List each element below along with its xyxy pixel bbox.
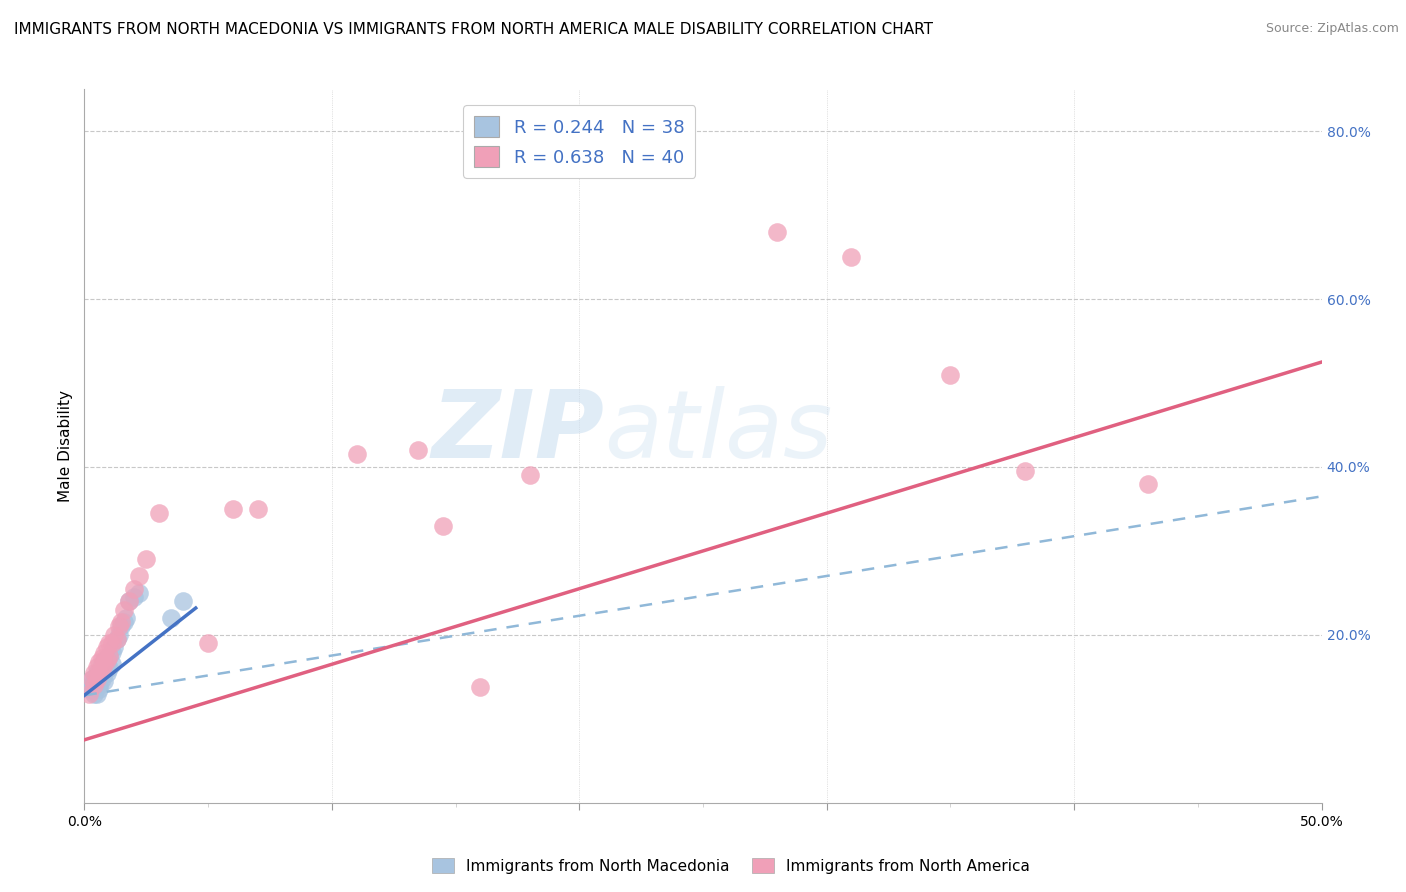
Text: IMMIGRANTS FROM NORTH MACEDONIA VS IMMIGRANTS FROM NORTH AMERICA MALE DISABILITY: IMMIGRANTS FROM NORTH MACEDONIA VS IMMIG…: [14, 22, 934, 37]
Point: [96, 653, 118, 667]
Point: [100, 645, 122, 659]
Point: [86, 687, 108, 701]
Point: [115, 611, 138, 625]
Point: [519, 468, 541, 483]
Point: [90, 657, 112, 672]
Point: [346, 447, 368, 461]
Point: [83, 665, 105, 680]
Point: [80, 672, 103, 686]
Point: [172, 594, 194, 608]
Y-axis label: Male Disability: Male Disability: [58, 390, 73, 502]
Point: [939, 368, 962, 382]
Point: [103, 640, 125, 655]
Point: [98, 661, 121, 675]
Point: [80, 678, 103, 692]
Point: [841, 250, 863, 264]
Point: [93, 646, 115, 660]
Point: [90, 651, 112, 665]
Point: [89, 682, 111, 697]
Point: [98, 648, 121, 663]
Point: [110, 615, 132, 630]
Point: [83, 678, 105, 692]
Point: [96, 665, 118, 680]
Point: [135, 552, 157, 566]
Point: [160, 611, 183, 625]
Point: [197, 636, 219, 650]
Point: [148, 506, 170, 520]
Point: [83, 687, 105, 701]
Point: [93, 653, 115, 667]
Point: [93, 665, 115, 680]
Point: [103, 628, 125, 642]
Point: [766, 225, 789, 239]
Point: [90, 672, 112, 686]
Point: [96, 640, 118, 655]
Point: [86, 672, 108, 686]
Point: [89, 655, 111, 669]
Point: [86, 672, 108, 686]
Point: [110, 619, 132, 633]
Point: [100, 657, 122, 672]
Point: [89, 678, 111, 692]
Point: [93, 674, 115, 689]
Point: [90, 663, 112, 677]
Point: [122, 590, 145, 604]
Point: [86, 660, 108, 674]
Legend: R = 0.244   N = 38, R = 0.638   N = 40: R = 0.244 N = 38, R = 0.638 N = 40: [463, 105, 696, 178]
Point: [105, 632, 128, 646]
Point: [83, 680, 105, 694]
Point: [98, 648, 121, 663]
Point: [79, 687, 101, 701]
Point: [105, 632, 128, 646]
Point: [408, 443, 430, 458]
Point: [100, 636, 122, 650]
Point: [80, 672, 103, 686]
Point: [470, 680, 492, 694]
Point: [90, 668, 112, 682]
Point: [128, 586, 150, 600]
Point: [108, 619, 131, 633]
Point: [93, 657, 115, 672]
Point: [112, 603, 135, 617]
Text: atlas: atlas: [605, 386, 832, 477]
Point: [246, 502, 269, 516]
Point: [90, 663, 112, 677]
Point: [96, 657, 118, 672]
Point: [1137, 476, 1160, 491]
Point: [112, 615, 135, 630]
Text: ZIP: ZIP: [432, 385, 605, 478]
Point: [108, 628, 131, 642]
Point: [98, 636, 121, 650]
Point: [83, 674, 105, 689]
Point: [86, 676, 108, 690]
Point: [128, 569, 150, 583]
Point: [118, 594, 141, 608]
Point: [122, 582, 145, 596]
Point: [86, 680, 108, 694]
Point: [86, 665, 108, 680]
Point: [1014, 464, 1036, 478]
Legend: Immigrants from North Macedonia, Immigrants from North America: Immigrants from North Macedonia, Immigra…: [426, 852, 1036, 880]
Point: [89, 670, 111, 684]
Point: [222, 502, 245, 516]
Point: [79, 682, 101, 697]
Point: [89, 665, 111, 680]
Text: Source: ZipAtlas.com: Source: ZipAtlas.com: [1265, 22, 1399, 36]
Point: [432, 518, 454, 533]
Point: [118, 594, 141, 608]
